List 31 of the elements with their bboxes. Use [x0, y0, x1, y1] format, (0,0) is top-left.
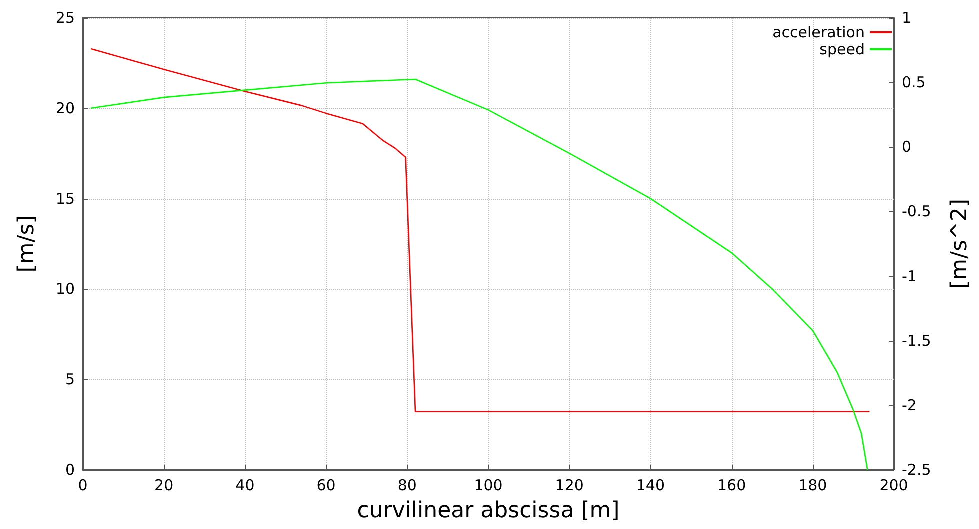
- x-axis-title: curvilinear abscissa [m]: [357, 498, 620, 524]
- x-tick-label: 20: [154, 476, 174, 494]
- x-tick-label: 140: [636, 476, 666, 494]
- y2-tick-label: 0.5: [902, 74, 926, 92]
- y2-tick-label: -1: [902, 267, 917, 286]
- y2-tick-label: -0.5: [902, 202, 932, 221]
- line-series: [90, 78, 868, 471]
- y2-tick-label: -1.5: [902, 332, 932, 350]
- y-tick-label: 5: [65, 370, 75, 389]
- x-tick-label: 80: [398, 476, 417, 494]
- y2-tick-label: -2: [902, 396, 917, 414]
- y2-tick-label: 1: [902, 9, 912, 27]
- y2-tick-label: -2.5: [902, 461, 932, 479]
- y2-axis-title: [m/s^2]: [948, 199, 972, 289]
- x-tick-label: 100: [474, 476, 503, 494]
- y-tick-label: 20: [56, 99, 75, 118]
- y-tick-label: 10: [56, 280, 75, 298]
- y2-tick-label: 0: [902, 138, 912, 156]
- x-tick-label: 0: [78, 476, 88, 494]
- x-tick-label: 120: [555, 476, 584, 494]
- legend-label: speed: [820, 40, 865, 58]
- x-tick-label: 160: [717, 476, 746, 494]
- y-tick-label: 15: [56, 190, 75, 208]
- legend-label: acceleration: [772, 24, 865, 42]
- x-tick-label: 180: [798, 476, 828, 494]
- y-tick-label: 0: [65, 461, 75, 479]
- x-tick-label: 40: [236, 476, 255, 494]
- y-axis-title: [m/s]: [14, 215, 40, 273]
- x-tick-label: 200: [880, 476, 908, 494]
- y-tick-label: 25: [56, 9, 75, 27]
- x-tick-label: 60: [316, 476, 336, 494]
